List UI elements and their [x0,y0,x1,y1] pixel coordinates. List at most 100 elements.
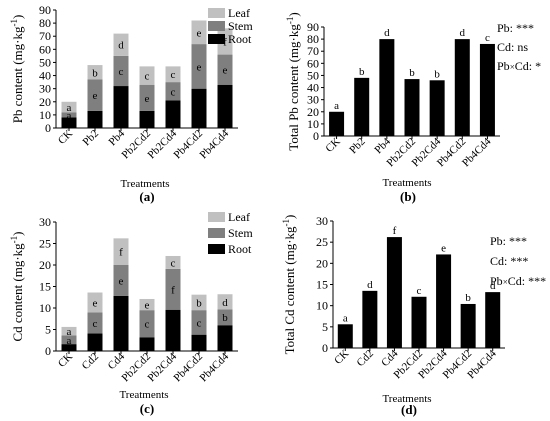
bar-d-total-3 [411,296,427,348]
legend-swatch-leaf [208,212,225,222]
y-tick-label: 10 [316,299,328,313]
legend-swatch-leaf [208,8,225,18]
bar-c-leaf-1 [87,292,103,313]
legend-swatch-stem [208,21,225,31]
data-label: f [119,247,123,259]
x-tick-label: Cd2 [355,348,376,369]
bar-c-stem-1 [87,312,103,334]
stat-label: Pb: [497,21,516,35]
data-label: f [171,284,175,296]
bar-d-total-6 [485,292,501,348]
data-label: f [223,36,227,48]
bar-a-root-0 [61,117,77,128]
data-label: a [67,110,72,122]
panel-label: (c) [140,401,154,416]
y-tick-label: 10 [39,108,51,122]
bar-a-leaf-4 [165,66,181,83]
data-label: d [222,297,228,309]
data-label: c [145,319,150,331]
stat-line: Pb×Cd: *** [490,274,546,288]
bar-a-root-5 [191,88,207,128]
stat-line: Cd: ns [497,40,528,54]
legend-label-root: Root [228,242,252,256]
y-tick-label: 30 [307,93,319,107]
data-label: c [197,103,202,115]
data-label: b [170,109,176,121]
y-tick-label: 30 [39,215,51,229]
stat-value: *** [509,234,527,248]
bar-c-stem-4 [165,268,181,310]
stat-label: Pb [490,274,503,288]
bar-b-total-6 [479,43,495,137]
y-tick-label: 20 [39,258,51,272]
y-axis-label: Pb content (mg·kg-1) [9,15,25,124]
data-label: c [171,69,176,81]
y-axis-label: Total Pb content (mg·kg-1) [285,12,301,150]
stat-value: *** [510,254,528,268]
legend-label-stem: Stem [228,226,253,240]
bar-d-total-5 [460,303,476,348]
data-label: e [223,65,228,77]
y-tick-label: 20 [39,95,51,109]
data-label: d [118,40,124,52]
y-tick-label: 80 [39,16,51,30]
data-label: b [92,67,98,79]
x-tick-label: Cd2 [80,351,101,372]
stat-value: *** [528,274,546,288]
data-label: e [145,300,150,312]
data-label: d [222,333,228,345]
data-label: a [67,343,72,355]
y-tick-label: 80 [307,32,319,46]
data-label: c [145,71,150,83]
y-tick-label: 30 [39,82,51,96]
bar-a-root-2 [113,86,129,128]
y-tick-label: 15 [39,280,51,294]
bar-b-total-3 [404,79,420,136]
data-label: b [434,68,440,80]
bar-a-leaf-0 [61,101,77,113]
y-tick-label: 30 [316,214,328,228]
data-label: c [197,317,202,329]
x-tick-label: CK [56,128,75,147]
y-tick-label: 50 [307,68,319,82]
data-label: f [393,225,397,237]
bar-a-leaf-2 [113,33,129,56]
bar-c-stem-0 [61,335,77,345]
legend-label-leaf: Leaf [228,210,250,224]
data-label: b [465,292,471,304]
stat-times: × [503,277,508,287]
bar-d-total-0 [337,324,353,348]
data-label: d [460,27,466,39]
y-tick-label: 0 [322,341,328,355]
bar-a-root-4 [165,100,181,128]
x-tick-label: CK [323,136,342,155]
bar-b-total-1 [354,77,370,136]
y-tick-label: 0 [45,344,51,358]
data-label: b [144,339,150,351]
y-tick-label: 60 [39,42,51,56]
y-tick-label: 40 [39,69,51,83]
data-label: a [67,335,72,347]
data-label: e [119,275,124,287]
x-tick-label: CK [332,348,351,367]
data-label: ab [90,114,101,126]
x-axis-label: Treatments [119,389,168,401]
stat-line: Cd: *** [490,254,528,268]
bar-c-leaf-3 [139,298,155,311]
bar-a-root-3 [139,110,155,128]
bar-c-root-2 [113,295,129,351]
bar-a-stem-4 [165,82,181,101]
data-label: e [197,61,202,73]
data-label: a [343,312,348,324]
y-axis-label-unit-exp: -1 [9,19,19,27]
data-label: b [196,297,202,309]
y-axis-label-unit-exp: -1 [9,236,19,244]
y-tick-label: 25 [316,235,328,249]
y-tick-label: 70 [39,29,51,43]
y-tick-label: 20 [307,105,319,119]
data-label: e [93,297,98,309]
bar-c-root-4 [165,309,181,351]
data-label: d [490,280,496,292]
